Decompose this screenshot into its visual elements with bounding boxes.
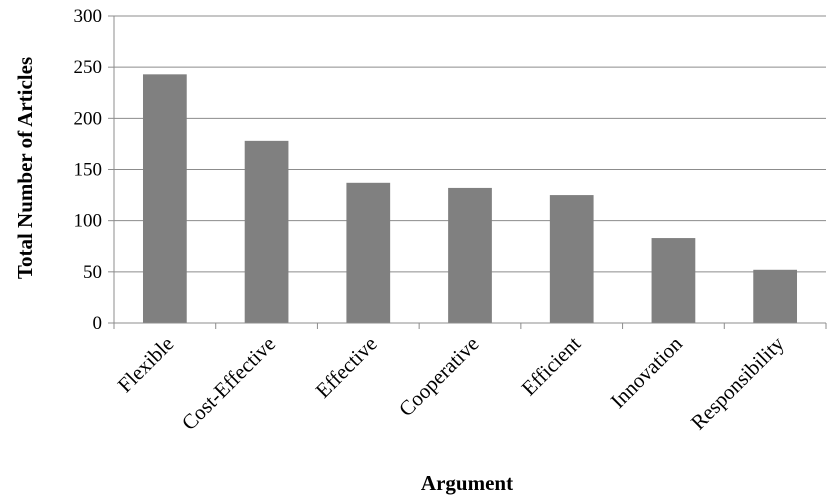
y-tick-label-150: 150 xyxy=(74,160,103,181)
y-tick-label-100: 100 xyxy=(74,211,103,232)
x-tick-label-efficient: Efficient xyxy=(517,331,586,400)
y-tick-labels: 0 50 100 150 200 250 300 xyxy=(74,6,103,334)
gridlines xyxy=(114,15,826,273)
x-tick-label-cooperative: Cooperative xyxy=(394,332,484,422)
x-tick-label-effective: Effective xyxy=(311,332,382,403)
x-tick-label-flexible: Flexible xyxy=(113,332,179,398)
bars xyxy=(142,74,798,323)
y-tick-label-50: 50 xyxy=(83,262,102,283)
y-axis-title: Total Number of Articles xyxy=(13,57,37,279)
y-tick-label-200: 200 xyxy=(74,108,103,129)
y-tick-label-250: 250 xyxy=(74,57,103,78)
bar-flexible xyxy=(142,74,187,323)
x-tick-label-innovation: Innovation xyxy=(606,331,688,413)
y-tick-label-300: 300 xyxy=(74,6,103,27)
x-axis-title: Argument xyxy=(421,471,513,495)
x-tick-label-cost-effective: Cost-Effective xyxy=(177,332,280,435)
bar-efficient xyxy=(549,195,594,323)
x-tick-label-responsibility: Responsibility xyxy=(686,331,789,434)
y-tick-label-0: 0 xyxy=(93,313,103,334)
bar-cooperative xyxy=(448,187,492,323)
axes xyxy=(108,15,827,329)
bar-effective xyxy=(346,182,391,323)
bar-innovation xyxy=(651,238,696,323)
bar-cost-effective xyxy=(244,140,289,323)
bar-responsibility xyxy=(753,269,798,323)
